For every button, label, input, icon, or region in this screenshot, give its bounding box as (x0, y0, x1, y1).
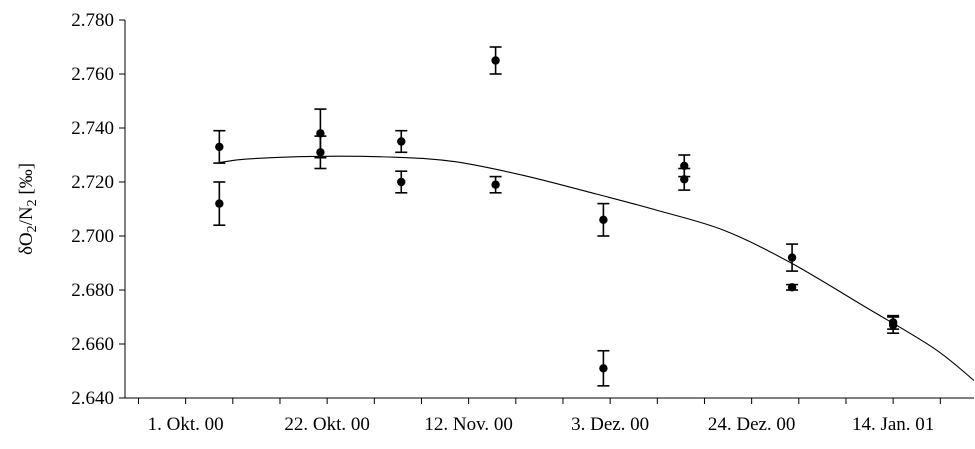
data-marker (215, 142, 224, 152)
data-point (213, 129, 226, 164)
data-point (786, 243, 799, 272)
fit-curve-layer (219, 155, 975, 381)
data-marker (316, 148, 325, 157)
y-tick-label: 2.700 (71, 226, 114, 247)
y-tick-label: 2.680 (71, 280, 114, 301)
y-axis-label-part: 2 (25, 225, 40, 232)
data-point (786, 283, 799, 292)
data-point (489, 46, 502, 75)
x-tick-label: 1. Okt. 00 (148, 414, 224, 435)
y-tick-label: 2.640 (71, 388, 114, 409)
data-marker (787, 253, 797, 262)
data-point (489, 175, 502, 194)
data-point (314, 135, 327, 170)
data-point (597, 349, 610, 387)
y-tick-label: 2.780 (71, 10, 114, 31)
y-axis: 2.640 2.660 2.680 2.700 2.720 2.740 2.760 2.780 (71, 10, 126, 409)
data-marker (599, 364, 608, 373)
data-point (887, 316, 900, 335)
data-marker (787, 283, 797, 292)
data-point (213, 181, 226, 226)
y-tick-label: 2.760 (71, 64, 114, 85)
data-point (597, 202, 610, 237)
x-tick-label: 24. Dez. 00 (708, 414, 796, 435)
y-tick-label: 2.720 (71, 172, 114, 193)
y-tick-label: 2.660 (71, 334, 114, 355)
data-marker (491, 56, 500, 65)
data-marker (680, 175, 689, 184)
y-axis-label-part: δO (16, 232, 37, 255)
x-tick-label: 3. Dez. 00 (571, 414, 649, 435)
data-point (395, 129, 408, 154)
y-tick-label: 2.740 (71, 118, 114, 139)
x-tick-label: 12. Nov. 00 (424, 414, 513, 435)
data-points-layer (213, 46, 900, 387)
data-point (395, 170, 408, 194)
x-tick-label: 22. Okt. 00 (284, 414, 370, 435)
x-axis: 1. Okt. 00 22. Okt. 00 12. Nov. 00 3. Dez. … (125, 397, 974, 435)
data-point (678, 167, 691, 191)
fit-curve (219, 155, 975, 381)
y-axis-label-part: /N (16, 206, 37, 225)
y-axis-label-part: [‰] (16, 163, 37, 199)
data-marker (491, 180, 500, 189)
y-axis-label-part: 2 (25, 199, 40, 206)
y-axis-label: δO2/N2 [‰] (16, 163, 40, 255)
data-marker (215, 199, 224, 208)
data-marker (397, 137, 406, 146)
data-marker (599, 215, 608, 224)
data-marker (397, 177, 406, 187)
x-tick-label: 14. Jan. 01 (852, 414, 934, 435)
data-marker (888, 320, 898, 330)
